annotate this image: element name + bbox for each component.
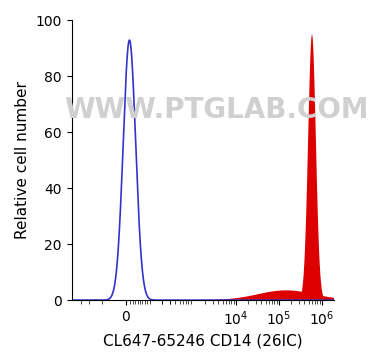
Text: WWW.PTGLAB.COM: WWW.PTGLAB.COM [64, 96, 368, 124]
Y-axis label: Relative cell number: Relative cell number [15, 82, 30, 239]
X-axis label: CL647-65246 CD14 (26IC): CL647-65246 CD14 (26IC) [103, 334, 303, 349]
